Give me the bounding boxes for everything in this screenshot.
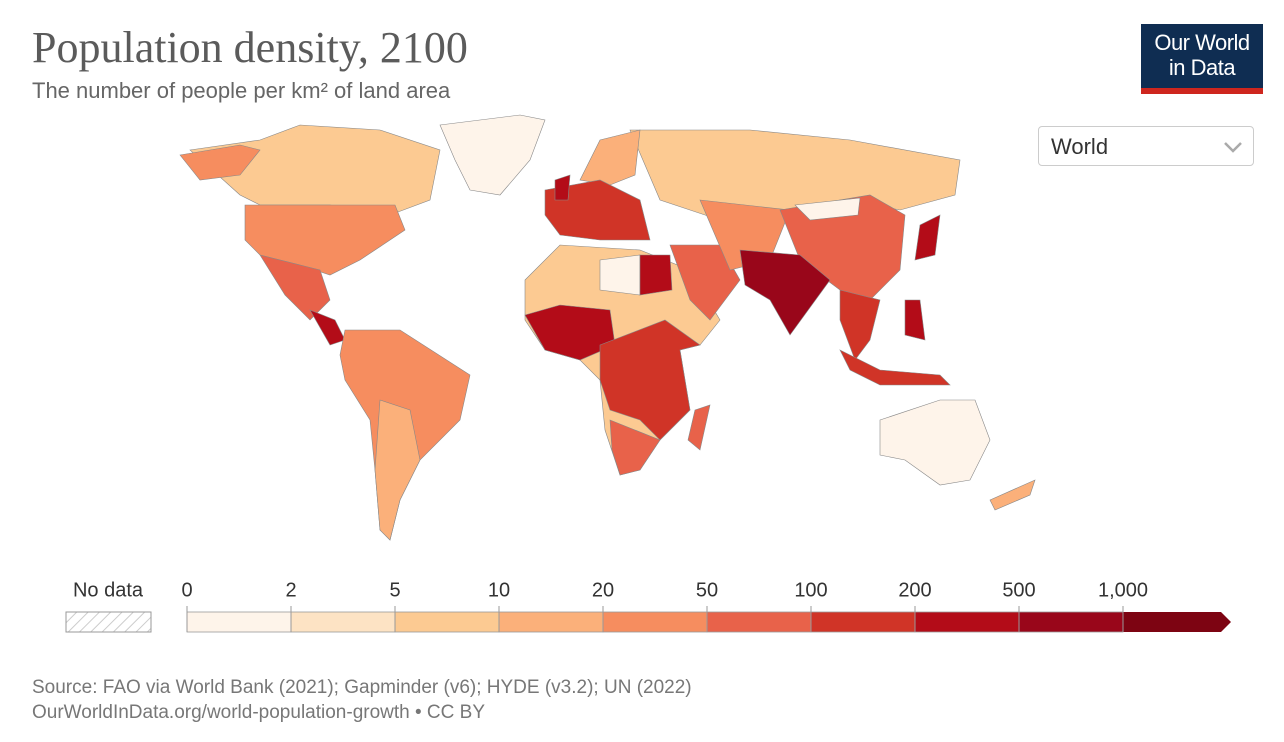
source: Source: FAO via World Bank (2021); Gapmi… xyxy=(32,677,692,698)
logo-line: in Data xyxy=(1168,55,1236,80)
legend-tick-label: 200 xyxy=(898,579,931,601)
region xyxy=(687,404,711,451)
legend-tick-label: 20 xyxy=(592,579,614,601)
chevron xyxy=(1224,142,1242,153)
region xyxy=(259,254,331,321)
legend-bin xyxy=(602,611,708,633)
region xyxy=(739,249,831,336)
logo-line: Our World xyxy=(1154,30,1250,55)
region xyxy=(244,204,406,276)
legend-tick-label: 1,000 xyxy=(1098,579,1148,601)
legend-tick-label: 0 xyxy=(181,579,192,601)
legend-tick-label: 100 xyxy=(794,579,827,601)
subtitle: The number of people per km² of land are… xyxy=(32,78,451,103)
region xyxy=(189,124,441,216)
legend-bin xyxy=(498,611,604,633)
region xyxy=(639,254,673,296)
region xyxy=(544,179,651,241)
region xyxy=(914,214,941,261)
legend-tick-label: 50 xyxy=(696,579,718,601)
no-data-label: No data xyxy=(73,579,144,601)
region xyxy=(309,309,346,346)
region xyxy=(439,114,546,196)
legend-bin xyxy=(186,611,292,633)
legend-tick-label: 10 xyxy=(488,579,510,601)
legend: No data 0 2 5 10 20 50 100 200 500 1,000 xyxy=(65,579,1231,633)
logo[interactable]: Our World in Data xyxy=(1141,24,1263,94)
region-selector[interactable]: World xyxy=(1038,126,1254,166)
legend-bin xyxy=(706,611,812,633)
title: Population density, 2100 xyxy=(32,23,468,72)
selector-value: World xyxy=(1051,134,1109,159)
legend-tick-label: 2 xyxy=(285,579,296,601)
region xyxy=(374,399,421,541)
world-map xyxy=(179,114,1036,541)
region xyxy=(794,197,861,221)
region xyxy=(629,129,961,221)
region xyxy=(989,479,1036,511)
region xyxy=(554,174,571,201)
region xyxy=(839,289,881,361)
legend-tick-label: 5 xyxy=(389,579,400,601)
region xyxy=(839,349,951,386)
legend-bin xyxy=(1018,611,1124,633)
region xyxy=(609,419,661,476)
region xyxy=(879,399,991,486)
region xyxy=(579,129,641,186)
region xyxy=(179,144,261,181)
legend-bin xyxy=(394,611,500,633)
license: OurWorldInData.org/world-population-grow… xyxy=(32,702,485,723)
legend-tick-label: 500 xyxy=(1002,579,1035,601)
region xyxy=(904,299,926,341)
no-data-swatch xyxy=(65,611,152,633)
legend-bin xyxy=(1123,612,1231,632)
region xyxy=(599,254,641,296)
region xyxy=(669,244,741,321)
legend-bin xyxy=(290,611,396,633)
region xyxy=(599,319,701,441)
legend-bin xyxy=(914,611,1020,633)
legend-bin xyxy=(810,611,916,633)
